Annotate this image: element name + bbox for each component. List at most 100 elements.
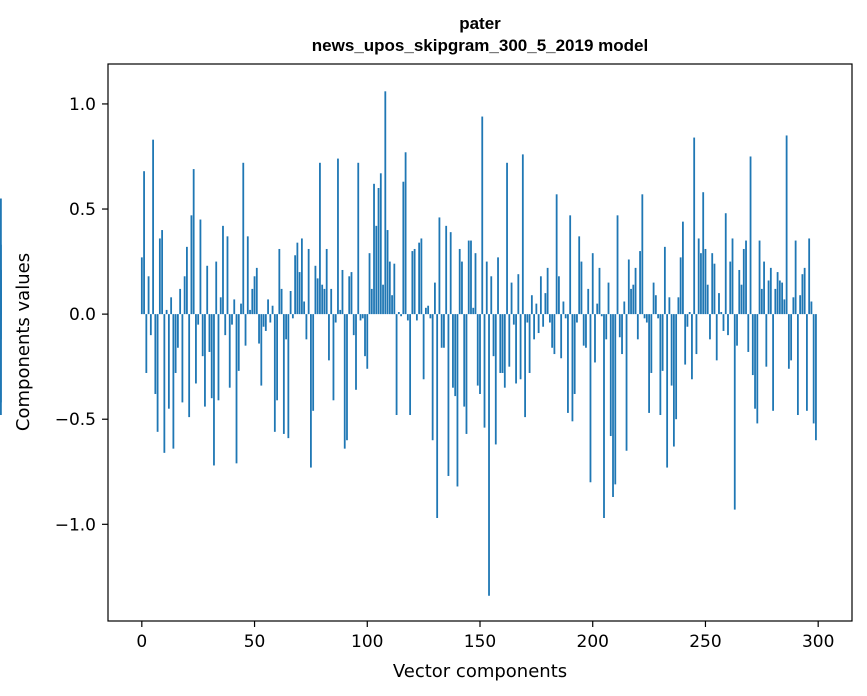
x-tick-label: 200 xyxy=(577,632,609,652)
bar xyxy=(167,314,170,409)
bar xyxy=(569,215,572,315)
bar xyxy=(190,215,193,315)
bar xyxy=(154,314,157,394)
bar xyxy=(679,257,682,315)
bar xyxy=(781,282,784,315)
bar xyxy=(370,288,373,315)
bar xyxy=(161,230,164,315)
bar xyxy=(393,263,396,315)
bar xyxy=(497,257,499,315)
bar xyxy=(603,314,605,518)
bar xyxy=(328,314,330,361)
bar xyxy=(774,288,777,315)
bar xyxy=(494,314,497,445)
bar xyxy=(350,272,353,315)
bar xyxy=(594,314,596,363)
bar xyxy=(334,314,337,323)
y-tick-label: 1.0 xyxy=(69,95,96,115)
plot-area-frame xyxy=(107,63,853,622)
bar xyxy=(772,314,774,411)
chart-title-line-2: news_upos_skipgram_300_5_2019 model xyxy=(312,36,648,55)
bar xyxy=(731,238,734,315)
bar xyxy=(598,267,601,315)
bar xyxy=(312,314,315,411)
bar xyxy=(535,303,538,315)
bar xyxy=(476,314,479,386)
bar xyxy=(319,162,321,315)
bar xyxy=(612,314,614,497)
bar xyxy=(767,280,770,315)
y-tick-label: −0.5 xyxy=(55,410,96,430)
bar xyxy=(790,314,793,361)
bar xyxy=(596,303,599,315)
bar xyxy=(652,282,655,315)
bar xyxy=(454,314,457,397)
bar xyxy=(560,314,563,359)
bar xyxy=(461,261,463,315)
bar xyxy=(718,293,720,315)
bar xyxy=(208,314,211,352)
bar xyxy=(684,314,687,365)
bar xyxy=(713,263,716,315)
bar xyxy=(754,314,756,409)
bar xyxy=(792,297,795,315)
bar xyxy=(672,314,675,447)
bar xyxy=(810,301,813,315)
bar xyxy=(397,312,400,315)
bar xyxy=(524,314,526,418)
bar xyxy=(323,288,326,315)
bar xyxy=(343,314,346,449)
bar xyxy=(686,314,689,327)
bar xyxy=(623,301,626,315)
bar xyxy=(0,314,2,416)
bar xyxy=(490,276,493,315)
bar xyxy=(278,248,281,315)
bar xyxy=(636,314,639,340)
bar xyxy=(803,267,806,315)
bar xyxy=(506,162,508,315)
bar xyxy=(778,280,781,315)
bar xyxy=(206,265,209,315)
bar xyxy=(355,314,357,390)
bar xyxy=(163,314,166,453)
x-tick-label: 250 xyxy=(689,632,721,652)
bar xyxy=(580,261,583,315)
bar xyxy=(384,91,387,315)
bar xyxy=(587,288,590,315)
chart-title-line-1: pater xyxy=(459,14,501,33)
bar xyxy=(246,236,249,315)
bar xyxy=(463,314,466,407)
bar xyxy=(289,291,292,315)
bar xyxy=(483,314,486,428)
bar xyxy=(512,314,515,325)
bar xyxy=(386,230,389,315)
bar xyxy=(488,314,490,596)
bar xyxy=(645,314,648,323)
bar xyxy=(521,154,524,315)
bar xyxy=(695,314,698,355)
bar xyxy=(542,314,545,327)
bar xyxy=(249,309,251,315)
bar xyxy=(339,309,342,315)
bar xyxy=(765,314,768,367)
bar xyxy=(170,297,173,315)
x-axis-ticks: 0 50 100 150 200 250 300 xyxy=(136,621,834,652)
bar xyxy=(630,288,632,315)
bar xyxy=(591,253,594,315)
bar xyxy=(812,314,815,424)
x-axis-label: Vector components xyxy=(393,661,567,682)
bar xyxy=(149,314,152,336)
bar xyxy=(607,282,610,315)
bar xyxy=(321,284,324,315)
bar xyxy=(738,269,741,315)
bar xyxy=(709,314,711,340)
bar xyxy=(661,314,664,371)
bar xyxy=(808,238,811,315)
bar xyxy=(222,225,224,315)
bar xyxy=(179,288,182,315)
bar xyxy=(348,276,351,315)
bar xyxy=(546,267,549,315)
bar xyxy=(377,188,380,315)
bar xyxy=(740,284,743,315)
bar xyxy=(415,314,418,321)
